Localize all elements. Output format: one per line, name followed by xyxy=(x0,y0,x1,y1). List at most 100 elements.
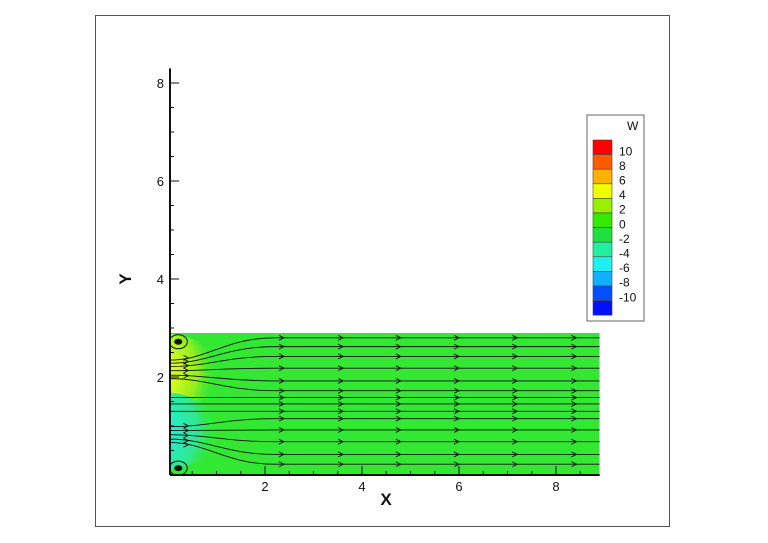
streamline xyxy=(170,418,600,428)
streamline-arrow xyxy=(278,415,285,422)
streamline-arrow xyxy=(512,401,519,407)
legend-label: -10 xyxy=(619,290,637,304)
streamline-arrow xyxy=(183,354,190,361)
streamline-arrow xyxy=(183,372,190,379)
streamline-arrow xyxy=(512,365,519,372)
streamline-arrow xyxy=(337,438,345,445)
streamline-arrow xyxy=(278,334,285,341)
streamline-arrow xyxy=(571,387,578,394)
streamline-arrow xyxy=(337,415,345,422)
hot-spot-contour xyxy=(170,334,218,411)
legend-swatch xyxy=(592,198,613,214)
legend-swatch xyxy=(592,271,613,287)
streamline-arrow xyxy=(337,343,345,350)
y-tick-label: 4 xyxy=(157,272,164,287)
streamline-arrow xyxy=(512,343,519,350)
streamline-arrow xyxy=(453,461,461,468)
legend-swatch xyxy=(592,227,613,243)
streamline-arrow xyxy=(395,438,402,445)
streamline-arrow xyxy=(395,378,402,384)
streamline-arrow xyxy=(571,378,578,384)
streamline-arrow xyxy=(337,394,345,401)
streamline-arrow xyxy=(512,427,519,433)
streamline-arrow xyxy=(278,451,285,458)
legend-swatch xyxy=(592,183,613,199)
legend-swatch xyxy=(592,168,613,185)
streamline-arrow xyxy=(512,438,519,445)
streamline-arrow xyxy=(395,427,402,433)
streamline-arrow xyxy=(395,401,402,407)
streamline-arrow xyxy=(571,343,578,350)
streamline-arrow xyxy=(183,441,190,448)
vortex-outer xyxy=(170,460,188,475)
streamline-arrow xyxy=(337,378,345,384)
streamline-arrow xyxy=(571,408,578,415)
streamline-arrow xyxy=(278,365,285,372)
streamline-arrow xyxy=(337,427,345,433)
streamline-arrow xyxy=(571,461,578,468)
streamline-arrow xyxy=(183,422,190,429)
streamline-arrow xyxy=(453,353,461,360)
x-tick-label: 8 xyxy=(552,479,559,494)
streamline xyxy=(170,374,600,382)
streamline-arrow xyxy=(395,451,402,458)
streamline-arrow xyxy=(453,438,461,445)
legend-label: 10 xyxy=(619,144,633,158)
streamline-arrow xyxy=(395,408,402,415)
legend-label: 2 xyxy=(619,203,626,217)
legend-label: 4 xyxy=(619,188,626,202)
legend-title: W xyxy=(627,119,639,133)
streamline-arrow xyxy=(278,438,285,445)
streamline-arrow xyxy=(395,461,402,468)
streamline-arrow xyxy=(395,415,402,422)
streamline-arrow xyxy=(395,343,402,350)
streamline-arrow xyxy=(571,438,578,445)
streamline-arrow xyxy=(512,451,519,458)
streamline xyxy=(170,442,600,465)
streamline-arrow xyxy=(571,334,578,341)
streamline-arrow xyxy=(571,401,578,407)
streamline xyxy=(170,367,600,372)
streamline-arrow xyxy=(571,451,578,458)
streamline-arrow xyxy=(278,408,285,415)
streamline-arrow xyxy=(453,401,461,407)
streamline-arrow xyxy=(278,353,285,360)
legend-swatch xyxy=(592,241,613,258)
legend-swatch xyxy=(592,154,613,170)
streamline-arrow xyxy=(337,461,345,468)
x-tick-label: 6 xyxy=(455,479,462,494)
streamline-arrow xyxy=(453,408,461,415)
streamline-arrow xyxy=(512,394,519,401)
streamline-arrow xyxy=(453,378,461,384)
streamline-arrow xyxy=(337,334,345,341)
legend-label: -8 xyxy=(619,276,630,290)
legend-swatch xyxy=(592,212,613,228)
streamline-arrow xyxy=(571,427,578,433)
streamline-arrow xyxy=(512,461,519,468)
streamline-arrow xyxy=(512,408,519,415)
streamline-arrow xyxy=(337,353,345,360)
streamline-arrow xyxy=(453,365,461,372)
legend-label: 0 xyxy=(619,217,626,231)
streamline-arrow xyxy=(512,334,519,341)
streamline-arrow xyxy=(453,343,461,350)
y-tick-label: 2 xyxy=(157,370,164,385)
y-tick-label: 6 xyxy=(157,174,164,189)
streamline xyxy=(170,346,600,364)
x-tick-label: 4 xyxy=(358,479,365,494)
streamline-arrow xyxy=(278,378,285,384)
legend-label: 8 xyxy=(619,159,626,173)
vortex-core xyxy=(174,465,183,472)
streamline-arrow xyxy=(395,365,402,372)
streamline-arrow xyxy=(512,353,519,360)
streamline-arrow xyxy=(337,401,345,407)
streamline-arrow xyxy=(512,378,519,384)
legend-label: -6 xyxy=(619,261,630,275)
streamline-arrow xyxy=(453,415,461,422)
streamline-arrow xyxy=(453,387,461,394)
legend-swatch xyxy=(592,139,613,155)
plot-frame xyxy=(95,15,670,527)
streamline-arrow xyxy=(571,353,578,360)
x-axis-label: X xyxy=(380,490,392,509)
